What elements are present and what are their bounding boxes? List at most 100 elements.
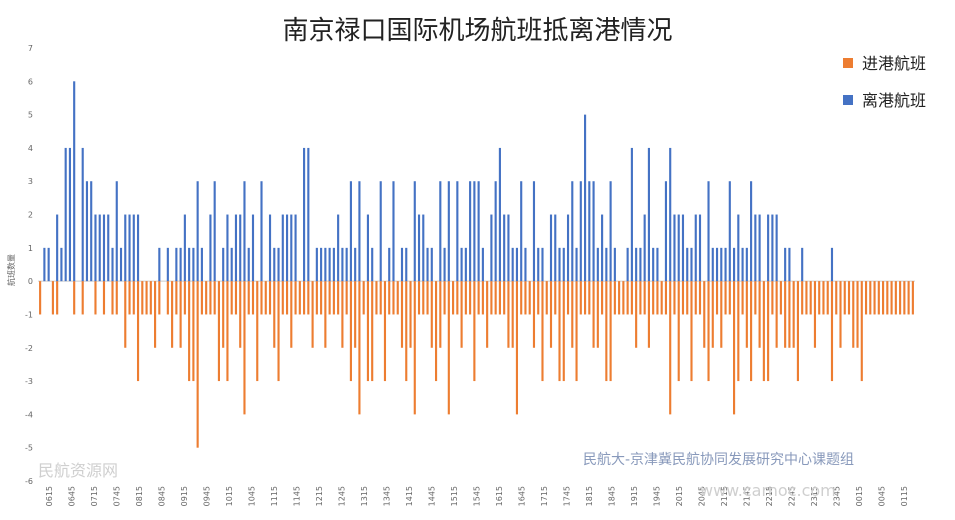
y-tick-label: 3	[28, 177, 33, 186]
arrival-bar	[307, 281, 310, 315]
arrival-bar	[813, 281, 817, 348]
departure-bar	[85, 181, 89, 282]
departure-bar	[426, 247, 429, 282]
x-tick-label: 1215	[315, 486, 324, 506]
departure-bar	[669, 147, 672, 282]
arrival-bar	[601, 281, 604, 315]
arrival-bar	[179, 281, 182, 348]
arrival-bar	[400, 281, 404, 348]
departure-bar	[745, 247, 748, 282]
departure-bar	[767, 214, 770, 282]
arrival-bar	[647, 281, 650, 348]
departure-bar	[366, 214, 369, 282]
arrival-bar	[775, 281, 778, 348]
arrival-bar	[532, 281, 536, 348]
arrival-bar	[575, 281, 578, 382]
arrival-bar	[558, 281, 561, 382]
arrival-bar	[528, 281, 531, 315]
chart-title: 南京禄口国际机场航班抵离港情况	[282, 16, 673, 46]
arrival-bar	[886, 281, 889, 315]
departure-bar	[405, 247, 408, 282]
arrival-bar	[762, 281, 765, 382]
arrival-bar	[750, 281, 753, 382]
departure-bar	[579, 181, 582, 282]
arrival-bar	[618, 281, 621, 315]
departure-bar	[439, 181, 442, 282]
arrival-bar	[584, 281, 587, 315]
arrival-bar	[209, 281, 212, 315]
series-departures	[43, 81, 834, 282]
x-tick-label: 2145	[742, 486, 751, 506]
departure-bar	[690, 247, 693, 282]
departure-bar	[128, 214, 131, 282]
arrival-bar	[434, 281, 438, 382]
x-tick-label: 1515	[450, 486, 459, 506]
departure-bar	[592, 181, 595, 282]
departure-bar	[226, 214, 229, 282]
arrival-bar	[285, 281, 289, 315]
departure-bar	[422, 214, 425, 282]
arrival-bar	[792, 281, 795, 348]
arrival-bar	[622, 281, 625, 315]
arrival-bar	[320, 281, 323, 315]
arrival-bar	[456, 281, 459, 315]
departure-bar	[464, 247, 467, 282]
departure-bar	[60, 247, 63, 282]
arrival-bar	[294, 281, 297, 315]
y-tick-label: 0	[28, 277, 33, 286]
departure-bar	[341, 247, 344, 282]
arrival-bar	[835, 281, 838, 315]
departure-bar	[537, 247, 540, 282]
departure-bar	[715, 247, 719, 282]
departure-bar	[460, 247, 463, 282]
x-tick-label: 0945	[203, 486, 212, 506]
departure-bar	[251, 214, 255, 282]
x-tick-label: 1915	[630, 486, 639, 506]
x-tick-label: 0115	[900, 486, 909, 506]
departure-bar	[417, 214, 421, 282]
arrival-bar	[860, 281, 863, 382]
arrival-bar	[630, 281, 633, 315]
arrival-bar	[447, 281, 450, 415]
arrival-bar	[200, 281, 203, 315]
arrival-bar	[166, 281, 169, 315]
arrival-bar	[498, 281, 501, 315]
arrival-bar	[230, 281, 233, 315]
x-axis: 0615 0645 0715 0745 0815 0845 0915 0945 1015 1045…	[45, 486, 909, 506]
x-tick-label: 0845	[158, 486, 167, 506]
watermark-left: 民航资源网	[38, 461, 118, 480]
departure-bar	[507, 214, 510, 282]
x-tick-label: 0715	[90, 486, 99, 506]
legend: 进港航班 离港航班	[843, 54, 926, 110]
series-arrivals	[39, 281, 914, 448]
departure-bar	[73, 81, 76, 282]
departure-bar	[379, 181, 382, 282]
departure-bar	[652, 247, 655, 282]
departure-bar	[469, 181, 472, 282]
departure-bar	[443, 247, 446, 282]
departure-bar	[707, 181, 710, 282]
x-tick-label: 1345	[383, 486, 392, 506]
departure-bar	[188, 247, 191, 282]
departure-bar	[830, 247, 834, 282]
departure-bar	[737, 214, 740, 282]
departure-bar	[566, 214, 570, 282]
departure-bar	[213, 181, 216, 282]
arrival-bar	[366, 281, 369, 382]
departure-bar	[596, 247, 599, 282]
arrival-bar	[609, 281, 612, 382]
arrival-bar	[720, 281, 723, 348]
arrival-bar	[417, 281, 421, 315]
arrival-bar	[894, 281, 897, 315]
arrival-bar	[222, 281, 225, 348]
arrival-bar	[315, 281, 318, 315]
legend-swatch-departures	[843, 95, 853, 105]
x-tick-label: 2245	[787, 486, 796, 506]
arrival-bar	[711, 281, 714, 348]
arrival-bar	[673, 281, 676, 315]
arrival-bar	[852, 281, 855, 348]
y-tick-label: -6	[25, 477, 33, 486]
arrival-bar	[652, 281, 655, 315]
departure-bar	[711, 247, 714, 282]
y-tick-label: -5	[25, 444, 33, 453]
